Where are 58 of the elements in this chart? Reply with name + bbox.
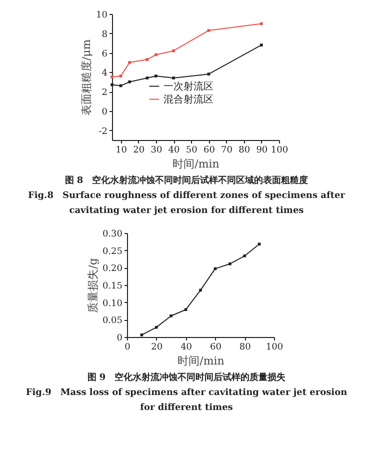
x-tick-label: 20 (133, 146, 145, 156)
y-axis-title: 质量损失/g (86, 258, 99, 313)
point (172, 49, 175, 52)
point (146, 58, 149, 61)
point (257, 242, 260, 246)
y-tick-label: 6 (102, 49, 108, 60)
point (146, 76, 149, 80)
point (140, 334, 143, 336)
x-tick-label: 60 (209, 342, 222, 352)
x-tick-label: 80 (238, 146, 250, 156)
y-tick-label: 0.20 (102, 264, 122, 274)
y-axis-title: 表面粗糙度/μm (80, 38, 94, 116)
point (169, 314, 172, 318)
point (242, 254, 246, 258)
x-tick-label: 60 (203, 146, 216, 156)
x-axis-title: 时间/min (177, 354, 224, 368)
x-tick-label: 40 (180, 342, 192, 352)
point (119, 74, 122, 78)
caption: Fig.9 Mass loss of specimens after cavitating water jet erosion for different times (24, 387, 348, 415)
x-tick-label: 70 (221, 146, 233, 156)
x-tick-label: 40 (168, 146, 180, 156)
caption: Fig.8 Surface roughness of different zones of specimens after cavitating water jet erosion for different times (26, 190, 346, 218)
x-tick-label: 0 (124, 342, 130, 352)
y-tick-label: 0.15 (102, 282, 122, 292)
y-tick-label: 0 (102, 107, 108, 118)
x-tick-label: 30 (150, 146, 162, 156)
x-tick-label: 50 (186, 146, 198, 156)
y-tick-label: 10 (96, 10, 108, 20)
y-tick-label: 2 (102, 88, 108, 98)
line-series (110, 22, 263, 78)
x-tick-label: 20 (150, 342, 162, 352)
y-tick-label: 4 (102, 68, 108, 79)
point (110, 83, 114, 86)
y-tick-label: 0.30 (102, 230, 122, 240)
point (110, 76, 114, 78)
y-tick-label: 0.10 (102, 298, 122, 309)
legend-label: 混合射流区 (164, 93, 214, 106)
x-tick-label: 100 (265, 342, 283, 352)
x-tick-label: 90 (256, 146, 268, 156)
caption: 图 8 空化水射流冲蚀不同时间后试样不同区域的表面粗糙度 (64, 174, 310, 188)
y-tick-label: 0.25 (102, 246, 122, 257)
point (207, 29, 210, 32)
caption: 图 9 空化水射流冲蚀不同时间后试样的质量损失 (86, 371, 287, 385)
y-tick-label: -2 (98, 126, 108, 137)
point (260, 44, 263, 46)
point (128, 80, 131, 84)
legend-label: 一次射流区 (164, 80, 214, 92)
y-tick-label: 0.05 (102, 316, 122, 326)
y-tick-label: 8 (102, 30, 108, 40)
point (184, 308, 187, 312)
x-tick-label: 100 (270, 146, 288, 156)
y-tick-label: 0 (116, 334, 122, 344)
x-axis-title: 时间/min (172, 158, 220, 170)
point (207, 72, 210, 76)
point (154, 53, 158, 56)
x-tick-label: 80 (238, 342, 251, 352)
point (260, 22, 263, 26)
point (198, 288, 202, 292)
